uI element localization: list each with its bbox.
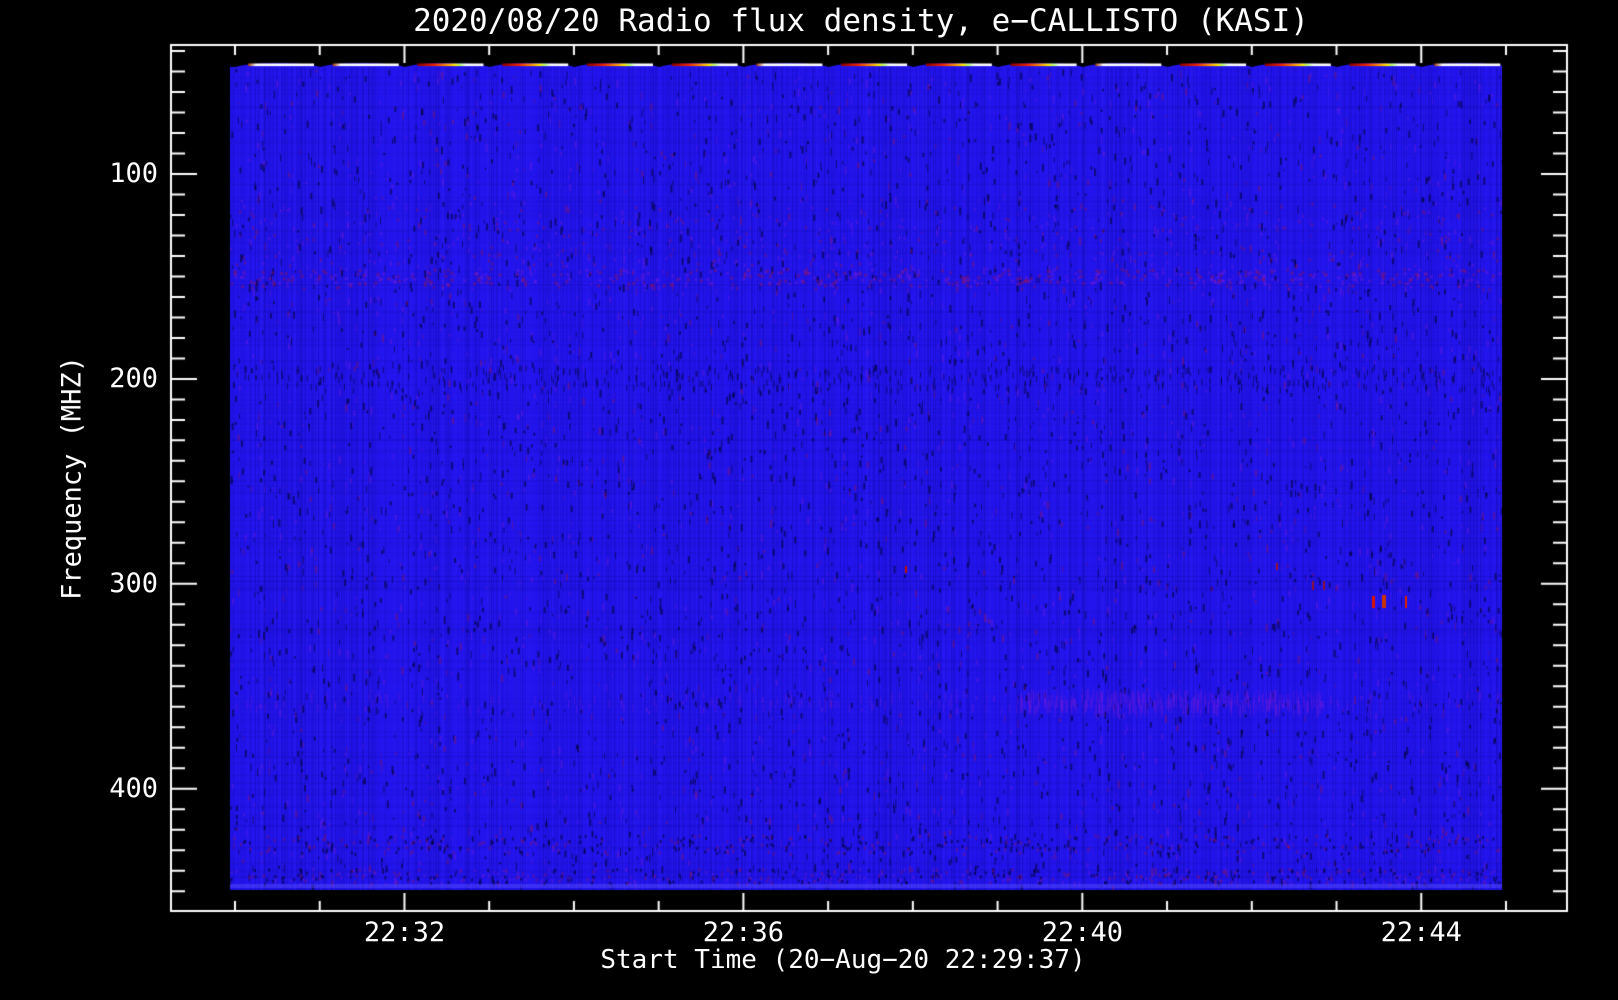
- x-tick-label: 22:40: [1041, 917, 1123, 948]
- y-axis-label: Frequency (MHZ): [56, 356, 88, 600]
- x-tick-label: 22:36: [702, 917, 785, 948]
- chart-title: 2020/08/20 Radio flux density, e−CALLIST…: [413, 3, 1309, 39]
- x-axis-label: Start Time (20−Aug−20 22:29:37): [600, 945, 1086, 975]
- y-tick-label: 400: [109, 772, 158, 804]
- y-tick-label: 300: [109, 567, 158, 599]
- y-tick-label: 100: [109, 158, 158, 189]
- x-tick-label: 22:44: [1380, 917, 1462, 948]
- y-tick-label: 200: [109, 362, 158, 394]
- x-tick-label: 22:32: [363, 917, 446, 948]
